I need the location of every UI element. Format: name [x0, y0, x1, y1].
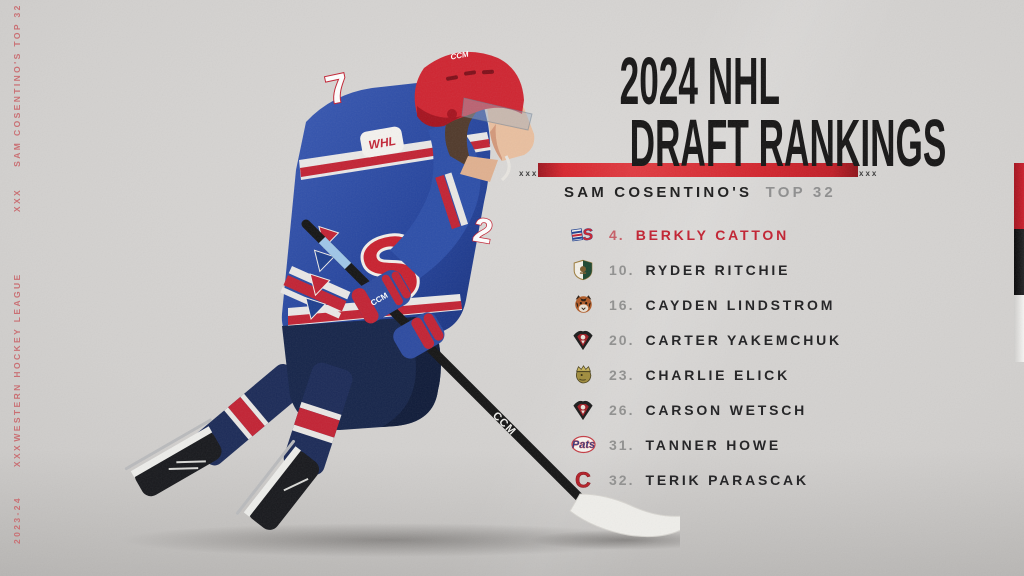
ranking-row: C 32. TERIK PARASCAK — [570, 462, 990, 497]
rail-label-season: 2023-24 — [12, 496, 22, 544]
rank-number: 4. — [609, 226, 625, 243]
spokane-chiefs-logo: S — [570, 222, 596, 248]
helmet-ear — [447, 109, 457, 119]
ranking-row: 23. CHARLIE ELICK — [570, 357, 990, 392]
prince-albert-raiders-logo — [570, 257, 596, 283]
player-name: TANNER HOWE — [645, 436, 782, 453]
rank-number: 23. — [609, 366, 635, 383]
player-name: CARTER YAKEMCHUK — [645, 331, 842, 348]
rail-label-xxx-1: XXX — [12, 187, 22, 213]
rank-number: 26. — [609, 401, 635, 418]
player-name: TERIK PARASCAK — [645, 471, 809, 488]
svg-text:CCM: CCM — [490, 410, 518, 438]
ranking-row: S 4. BERKLY CATTON — [570, 217, 990, 252]
ranking-row: 16. CAYDEN LINDSTROM — [570, 287, 990, 322]
stripe-black-segment — [1014, 229, 1024, 295]
ranking-row: 26. CARSON WETSCH — [570, 392, 990, 427]
ranking-row: Pats 31. TANNER HOWE — [570, 427, 990, 462]
subtitle-author: SAM COSENTINO'S — [564, 184, 753, 201]
calgary-hitmen-logo — [570, 327, 596, 353]
rank-number: 32. — [609, 471, 635, 488]
rank-number: 31. — [609, 436, 635, 453]
bar-tick-right: xxx — [859, 169, 879, 178]
rail-label-league: WESTERN HOCKEY LEAGUE — [12, 272, 22, 442]
player-name: CHARLIE ELICK — [645, 366, 790, 383]
svg-text:C: C — [575, 468, 591, 492]
rank-number: 20. — [609, 331, 635, 348]
calgary-hitmen-logo — [570, 397, 596, 423]
rank-number: 10. — [609, 261, 635, 278]
svg-text:Pats: Pats — [571, 439, 594, 451]
stripe-red-segment — [1014, 163, 1024, 229]
bar-tick-left: xxx — [519, 169, 539, 178]
regina-pats-logo: Pats — [570, 432, 596, 458]
ranking-row: 20. CARTER YAKEMCHUK — [570, 322, 990, 357]
ranking-row: 10. RYDER RITCHIE — [570, 252, 990, 287]
edge-accent-stripe — [1014, 163, 1024, 362]
rail-label-xxx-2: XXX — [12, 442, 22, 468]
player-name: BERKLY CATTON — [635, 226, 790, 243]
rank-number: 16. — [609, 296, 635, 313]
subtitle-top32: TOP 32 — [765, 184, 836, 201]
prince-george-cougars-logo: C — [570, 467, 596, 493]
ranking-list: S 4. BERKLY CATTON 10. RYDER RITCHIE — [570, 217, 990, 497]
medicine-hat-tigers-logo — [570, 292, 596, 318]
player-name: RYDER RITCHIE — [645, 261, 791, 278]
svg-text:S: S — [581, 226, 594, 244]
player-name: CARSON WETSCH — [645, 401, 808, 418]
rail-label-top32: SAM COSENTINO'S TOP 32 — [12, 3, 22, 167]
title-line-2: DRAFT RANKINGS — [629, 105, 947, 181]
title-line-1: 2024 NHL — [619, 43, 781, 119]
player-name: CAYDEN LINDSTROM — [645, 296, 836, 313]
brandon-wheat-kings-logo — [570, 362, 596, 388]
subtitle: SAM COSENTINO'S TOP 32 — [500, 184, 900, 201]
stripe-white-segment — [1014, 295, 1024, 362]
